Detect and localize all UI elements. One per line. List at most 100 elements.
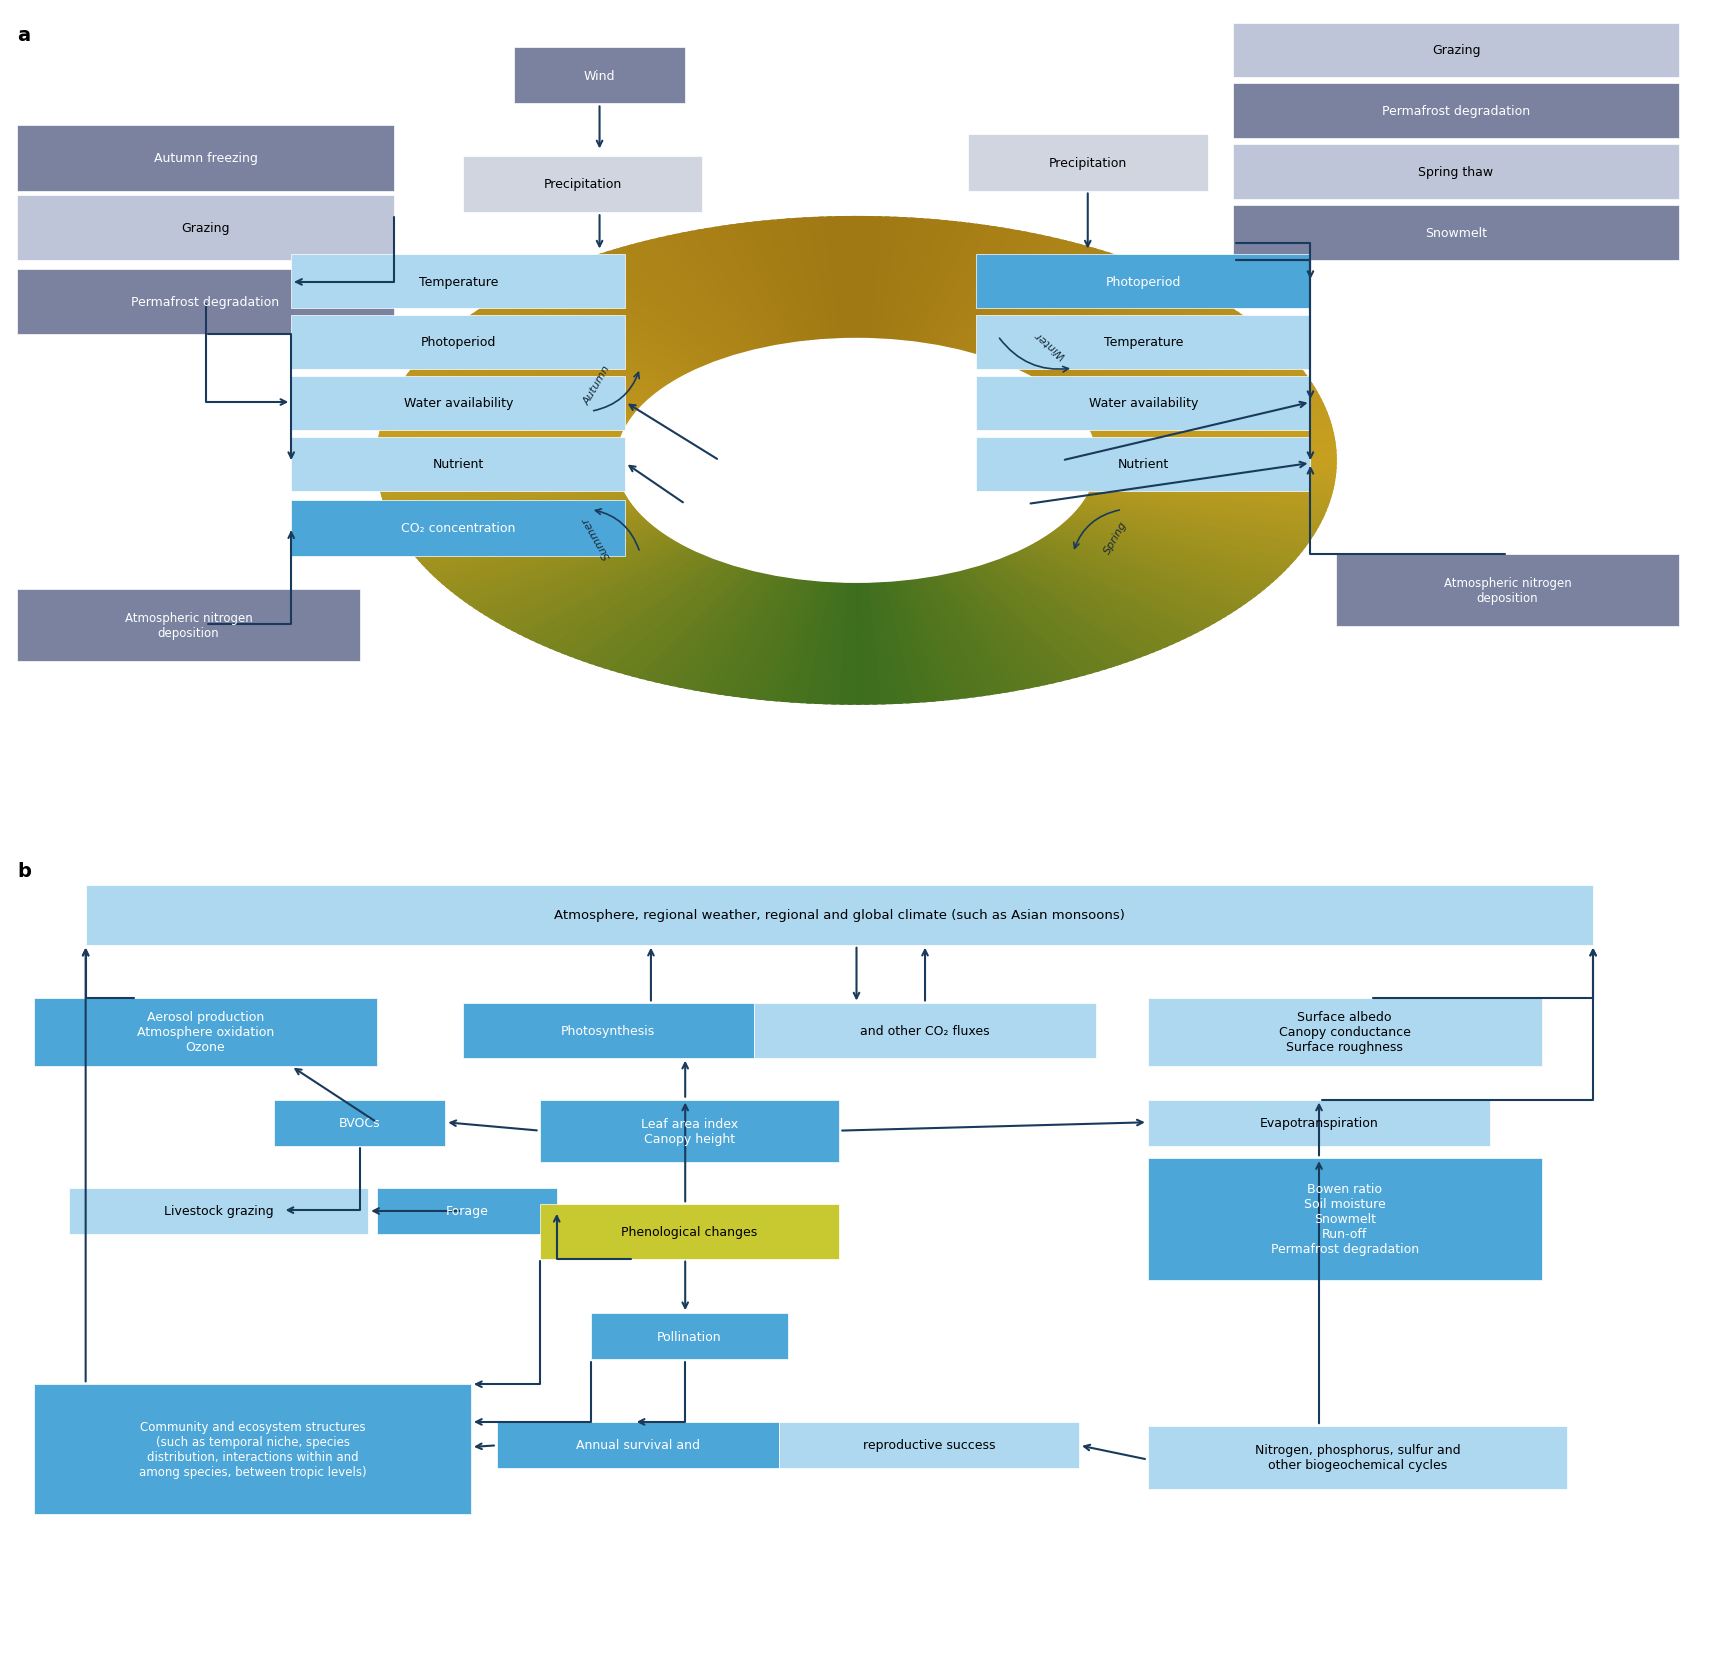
Wedge shape: [882, 582, 920, 703]
Wedge shape: [1006, 271, 1165, 368]
Wedge shape: [997, 557, 1148, 657]
Wedge shape: [435, 340, 649, 403]
Wedge shape: [1079, 504, 1305, 552]
Wedge shape: [391, 398, 625, 433]
Wedge shape: [451, 525, 656, 596]
FancyBboxPatch shape: [274, 1101, 445, 1146]
Wedge shape: [1088, 397, 1322, 432]
Wedge shape: [1084, 495, 1316, 537]
Wedge shape: [1019, 549, 1192, 639]
FancyBboxPatch shape: [17, 196, 394, 261]
FancyBboxPatch shape: [17, 591, 360, 661]
Wedge shape: [1053, 323, 1259, 395]
Wedge shape: [954, 570, 1064, 684]
Wedge shape: [500, 542, 682, 629]
Wedge shape: [745, 223, 807, 343]
Wedge shape: [1031, 542, 1216, 627]
Wedge shape: [1018, 549, 1187, 642]
Wedge shape: [1077, 368, 1304, 418]
Wedge shape: [526, 279, 695, 373]
Wedge shape: [461, 318, 663, 391]
Wedge shape: [1091, 482, 1329, 507]
Wedge shape: [495, 540, 680, 626]
Wedge shape: [384, 415, 622, 442]
Text: Community and ecosystem structures
(such as temporal niche, species
distribution: Community and ecosystem structures (such…: [139, 1420, 367, 1479]
Wedge shape: [481, 304, 673, 385]
Wedge shape: [831, 582, 850, 704]
Wedge shape: [773, 581, 821, 703]
Wedge shape: [999, 266, 1151, 365]
Wedge shape: [476, 308, 670, 386]
Wedge shape: [769, 221, 819, 341]
Wedge shape: [915, 579, 985, 698]
Wedge shape: [1024, 288, 1201, 376]
Wedge shape: [565, 264, 716, 365]
Wedge shape: [863, 217, 882, 340]
Text: reproductive success: reproductive success: [863, 1439, 995, 1452]
Wedge shape: [1069, 515, 1286, 576]
Wedge shape: [906, 579, 968, 699]
Wedge shape: [466, 315, 665, 390]
Wedge shape: [1095, 468, 1334, 482]
Text: Atmospheric nitrogen
deposition: Atmospheric nitrogen deposition: [125, 612, 252, 639]
Wedge shape: [966, 569, 1086, 678]
Wedge shape: [1055, 527, 1261, 597]
Wedge shape: [1093, 422, 1331, 443]
Text: Forage: Forage: [445, 1205, 488, 1218]
Wedge shape: [1064, 338, 1276, 402]
Wedge shape: [606, 251, 737, 358]
Wedge shape: [701, 576, 785, 693]
Wedge shape: [1089, 487, 1324, 520]
Wedge shape: [391, 490, 625, 527]
FancyBboxPatch shape: [377, 1188, 557, 1235]
Wedge shape: [987, 562, 1129, 666]
FancyBboxPatch shape: [1233, 206, 1679, 261]
Wedge shape: [545, 271, 706, 368]
Text: Dormancy: Dormancy: [1353, 407, 1364, 463]
FancyBboxPatch shape: [34, 997, 377, 1067]
Wedge shape: [538, 274, 702, 370]
Wedge shape: [988, 258, 1132, 361]
Wedge shape: [617, 567, 742, 676]
Wedge shape: [1096, 450, 1336, 458]
Wedge shape: [425, 515, 644, 574]
Wedge shape: [382, 480, 620, 505]
Wedge shape: [1083, 497, 1314, 540]
Wedge shape: [975, 249, 1103, 356]
Wedge shape: [548, 554, 707, 652]
Text: Bud burst, leaf-out, flowering: Bud burst, leaf-out, flowering: [795, 713, 918, 818]
FancyBboxPatch shape: [591, 1313, 788, 1358]
Wedge shape: [946, 572, 1048, 688]
Wedge shape: [385, 410, 622, 438]
Wedge shape: [920, 226, 997, 345]
Wedge shape: [1040, 537, 1232, 617]
Wedge shape: [379, 472, 618, 489]
Wedge shape: [397, 497, 629, 539]
Wedge shape: [935, 576, 1024, 691]
Text: Photoperiod: Photoperiod: [420, 336, 497, 350]
Text: Spring: Spring: [1103, 519, 1129, 555]
FancyBboxPatch shape: [291, 316, 625, 370]
Wedge shape: [716, 577, 793, 696]
Wedge shape: [505, 544, 685, 632]
Wedge shape: [1038, 303, 1230, 385]
Text: Precipitation: Precipitation: [543, 179, 622, 191]
Wedge shape: [766, 581, 817, 701]
Wedge shape: [437, 520, 649, 584]
Wedge shape: [1096, 467, 1336, 478]
Wedge shape: [937, 231, 1028, 348]
Wedge shape: [411, 507, 637, 559]
Wedge shape: [570, 261, 719, 363]
Wedge shape: [802, 219, 836, 340]
FancyBboxPatch shape: [291, 376, 625, 430]
Wedge shape: [952, 238, 1059, 351]
Wedge shape: [379, 470, 618, 485]
Text: Nutrient: Nutrient: [1119, 458, 1168, 472]
Wedge shape: [1089, 405, 1326, 435]
Wedge shape: [928, 229, 1012, 346]
Wedge shape: [562, 557, 714, 657]
Wedge shape: [752, 223, 810, 343]
Wedge shape: [740, 579, 805, 699]
Text: Photoperiod: Photoperiod: [1105, 276, 1182, 288]
FancyBboxPatch shape: [17, 269, 394, 335]
